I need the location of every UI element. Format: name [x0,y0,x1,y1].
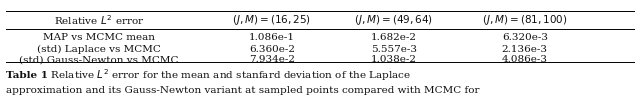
Text: 5.557e-3: 5.557e-3 [371,44,417,54]
Text: 7.934e-2: 7.934e-2 [249,56,295,64]
Text: 1.682e-2: 1.682e-2 [371,34,417,42]
Text: 6.360e-2: 6.360e-2 [249,44,295,54]
Text: $(J, M) = (16, 25)$: $(J, M) = (16, 25)$ [232,13,312,27]
Text: MAP vs MCMC mean: MAP vs MCMC mean [44,34,155,42]
Text: $(J, M) = (49, 64)$: $(J, M) = (49, 64)$ [354,13,433,27]
Text: 1.086e-1: 1.086e-1 [249,34,295,42]
Text: (std) Gauss-Newton vs MCMC: (std) Gauss-Newton vs MCMC [19,56,179,64]
Text: 1.038e-2: 1.038e-2 [371,56,417,64]
Text: approximation and its Gauss-Newton variant at sampled points compared with MCMC : approximation and its Gauss-Newton varia… [6,86,480,95]
Text: $(J, M) = (81, 100)$: $(J, M) = (81, 100)$ [482,13,568,27]
Text: 4.086e-3: 4.086e-3 [502,56,548,64]
Text: 6.320e-3: 6.320e-3 [502,34,548,42]
Text: Relative $L^2$ error: Relative $L^2$ error [54,13,145,27]
Text: Relative $L^2$ error for the mean and stanfard deviation of the Laplace: Relative $L^2$ error for the mean and st… [44,68,411,83]
Text: Table 1: Table 1 [6,71,49,80]
Text: (std) Laplace vs MCMC: (std) Laplace vs MCMC [37,44,161,54]
Text: 2.136e-3: 2.136e-3 [502,44,548,54]
